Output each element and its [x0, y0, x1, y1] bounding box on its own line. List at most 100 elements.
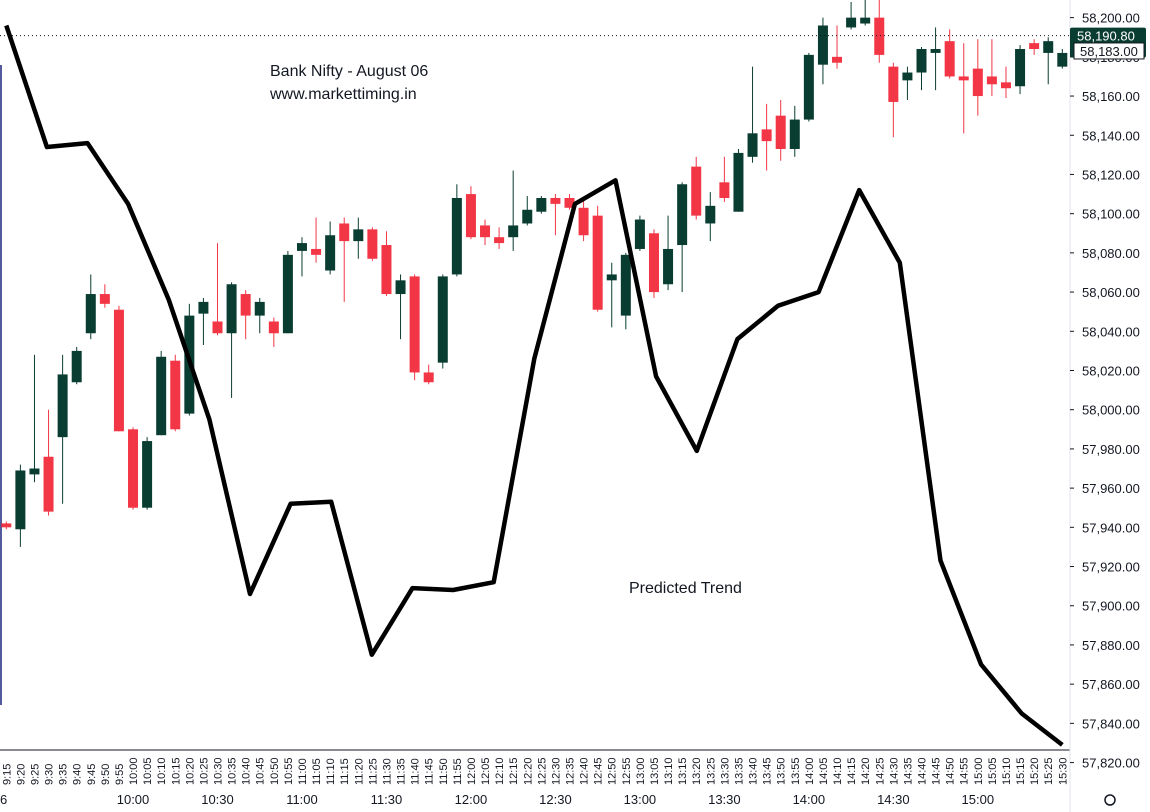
candle-body: [902, 72, 913, 81]
x-tick-label: 12:20: [522, 757, 534, 785]
x-major-label: 14:00: [793, 792, 826, 807]
candle-body: [522, 209, 533, 224]
x-tick-label: 12:30: [550, 757, 562, 785]
y-tick-label: 58,080.00: [1082, 246, 1140, 261]
candle-body: [817, 25, 828, 65]
candle-body: [113, 309, 124, 432]
marker-price-label: 58,183.00: [1080, 44, 1138, 59]
candle-body: [353, 229, 364, 242]
candle-body: [747, 133, 758, 157]
y-tick-label: 58,040.00: [1082, 324, 1140, 339]
x-major-label: 10:30: [201, 792, 234, 807]
y-tick-label: 57,980.00: [1082, 442, 1140, 457]
x-tick-label: 15:00: [973, 757, 985, 785]
x-tick-label: 14:35: [902, 757, 914, 785]
candle-body: [1029, 43, 1040, 50]
candle-body: [494, 237, 505, 244]
candle-body: [944, 41, 955, 77]
x-tick-label: 14:25: [874, 757, 886, 785]
x-tick-label: 15:25: [1043, 757, 1055, 785]
x-tick-label: 13:25: [705, 757, 717, 785]
candle-body: [986, 76, 997, 85]
trend-line: [4, 24, 1064, 747]
x-tick-label: 11:55: [452, 758, 464, 785]
candle-body: [142, 441, 153, 508]
x-tick-label: 9:15: [1, 764, 13, 785]
candle-body: [395, 280, 406, 295]
candle-body: [564, 197, 575, 208]
x-tick-label: 12:10: [494, 757, 506, 785]
x-tick-label: 13:35: [733, 757, 745, 785]
candle-body: [1, 523, 12, 528]
x-tick-label: 11:05: [311, 758, 323, 785]
x-major-label: 10:00: [117, 792, 150, 807]
candle-body: [170, 360, 181, 430]
x-major-label: 12:30: [539, 792, 572, 807]
candle-body: [846, 17, 857, 28]
x-tick-label: 11:20: [353, 758, 365, 785]
candle-body: [1057, 52, 1068, 67]
x-tick-label: 12:00: [466, 757, 478, 785]
candle-body: [663, 248, 674, 285]
x-tick-label: 14:45: [931, 757, 943, 785]
y-tick-label: 58,160.00: [1082, 89, 1140, 104]
candle-body: [550, 197, 561, 204]
candle-body: [972, 68, 983, 97]
candle-body: [930, 49, 941, 53]
x-tick-label: 15:20: [1029, 757, 1041, 785]
x-major-label: 13:30: [708, 792, 741, 807]
x-tick-label: 13:00: [635, 757, 647, 785]
x-major-label: 15:00: [962, 792, 995, 807]
settings-icon[interactable]: [1104, 794, 1116, 806]
x-tick-label: 15:15: [1015, 757, 1027, 785]
candle-body: [677, 184, 688, 246]
x-tick-label: 14:20: [860, 757, 872, 785]
x-tick-label: 9:55: [114, 764, 126, 785]
candle-body: [916, 49, 927, 73]
x-tick-label: 13:20: [691, 757, 703, 785]
candle-body: [15, 470, 26, 530]
x-tick-label: 10:20: [184, 757, 196, 785]
chart-title: Bank Nifty - August 06: [270, 63, 428, 80]
candle-body: [789, 119, 800, 149]
x-tick-label: 11:35: [396, 758, 408, 785]
x-tick-label: 11:50: [438, 758, 450, 785]
x-tick-label: 14:00: [804, 757, 816, 785]
candle-body: [156, 356, 167, 436]
y-tick-label: 58,100.00: [1082, 207, 1140, 222]
candle-body: [606, 274, 617, 281]
candle-body: [1015, 49, 1026, 87]
y-tick-label: 57,860.00: [1082, 677, 1140, 692]
x-tick-label: 13:30: [719, 757, 731, 785]
candle-body: [128, 429, 139, 508]
x-tick-label: 12:35: [565, 757, 577, 785]
candle-body: [761, 129, 772, 142]
x-tick-label: 11:40: [410, 758, 422, 785]
x-tick-label: 15:05: [987, 757, 999, 785]
x-tick-label: 12:40: [579, 757, 591, 785]
candle-body: [198, 301, 209, 314]
x-major-label: 11:30: [371, 792, 403, 807]
x-tick-label: 13:15: [677, 757, 689, 785]
candle-body: [311, 248, 322, 255]
y-tick-label: 57,840.00: [1082, 716, 1140, 731]
candle-body: [634, 219, 645, 249]
candle-body: [226, 284, 237, 334]
x-tick-label: 14:05: [818, 757, 830, 785]
x-tick-label: 9:40: [72, 764, 84, 785]
x-tick-label: 15:30: [1057, 757, 1069, 785]
x-tick-label: 10:45: [255, 757, 267, 785]
candle-body: [465, 194, 476, 238]
y-tick-label: 58,120.00: [1082, 167, 1140, 182]
candle-body: [832, 56, 843, 63]
x-tick-label: 14:15: [846, 757, 858, 785]
x-tick-label: 13:50: [776, 757, 788, 785]
candle-body: [85, 294, 96, 334]
marker-price-box: [1073, 42, 1145, 60]
candle-body: [592, 215, 603, 310]
candle-body: [367, 229, 378, 259]
candle-body: [958, 76, 969, 81]
candle-body: [719, 182, 730, 198]
x-tick-label: 13:45: [762, 757, 774, 785]
